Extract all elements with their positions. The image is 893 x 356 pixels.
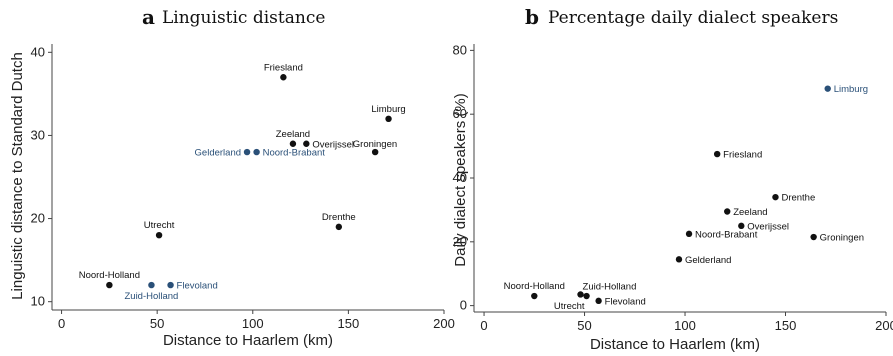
panel-b-points: Limburg Friesland Drenthe Zeeland Overijssel… [504, 84, 868, 312]
panel-a-x-tick-label: 200 [433, 316, 455, 331]
panel-b-y-tick-label: 0 [460, 298, 467, 313]
panel-b-point-overijssel [738, 222, 745, 230]
panel-b-x-tick-label: 200 [875, 318, 893, 333]
panel-b-point-label-noord-brabant: Noord-Brabant [695, 229, 758, 240]
panel-b-point-drenthe [772, 193, 779, 201]
panel-b-point-zuid-holland [577, 291, 584, 298]
panel-b-point-label-limburg: Limburg [834, 84, 868, 95]
panel-b-point-label-gelderland: Gelderland [685, 255, 731, 266]
panel-a-point-label-limburg: Limburg [371, 104, 405, 115]
panel-a-point-label-flevoland: Flevoland [177, 281, 218, 292]
panel-a-point-zeeland [289, 140, 297, 147]
panel-b-point-groningen [810, 233, 817, 241]
panel-b-x-tick-label: 0 [480, 318, 487, 333]
panel-b-title: Percentage daily dialect speakers [548, 8, 838, 28]
panel-b-point-label-zeeland: Zeeland [733, 207, 767, 218]
panel-b-y-tick-label: 80 [453, 42, 467, 57]
panel-a-point-label-friesland: Friesland [264, 62, 303, 73]
panel-a-point-label-gelderland: Gelderland [195, 148, 241, 159]
panel-a-x-axis-label: Distance to Haarlem (km) [163, 332, 333, 349]
panel-b-point-noord-holland [531, 292, 538, 300]
panel-a-point-label-zuid-holland: Zuid-Holland [124, 291, 178, 302]
panel-b-point-label-utrecht: Utrecht [554, 301, 585, 312]
panel-b-y-tick-label: 60 [453, 106, 467, 121]
panel-b-ticks: 0 50 100 150 200 0 20 40 60 80 [453, 42, 893, 333]
panel-a-point-label-noord-brabant: Noord-Brabant [263, 148, 326, 159]
panel-b-x-tick-label: 150 [775, 318, 797, 333]
panel-b-y-axis-label: Daily dialect speakers (%) [452, 93, 469, 266]
panel-a-point-gelderland [243, 148, 251, 156]
panel-a-y-tick-label: 10 [31, 294, 45, 309]
panel-b-point-label-drenthe: Drenthe [781, 193, 815, 204]
panel-b-point-label-friesland: Friesland [723, 150, 762, 161]
panel-b-x-tick-label: 50 [577, 318, 591, 333]
panel-b-y-tick-label: 20 [453, 234, 467, 249]
panel-a-x-tick-label: 100 [242, 316, 264, 331]
panel-a-point-label-noord-holland: Noord-Holland [79, 270, 140, 281]
panel-a-point-label-zeeland: Zeeland [276, 129, 310, 140]
panel-a-point-label-overijssel: Overijssel [312, 139, 354, 150]
panel-b-point-friesland [713, 150, 721, 158]
panel-a-y-tick-label: 20 [31, 211, 45, 226]
panel-b-point-label-zuid-holland: Zuid-Holland [583, 281, 637, 292]
panel-a-letter: a [142, 5, 155, 29]
panel-a-point-drenthe [335, 223, 343, 231]
panel-b-x-tick-label: 100 [674, 318, 696, 333]
panel-b-point-gelderland [675, 256, 683, 263]
panel-a-point-noord-holland [106, 281, 113, 289]
panel-a-y-axis-label: Linguistic distance to Standard Dutch [9, 52, 26, 300]
panel-a-y-tick-label: 30 [31, 127, 45, 142]
panel-a-point-friesland [280, 74, 287, 81]
panel-a-points: Friesland Limburg ZeelandOverijsselGroning… [79, 62, 406, 302]
panel-a-point-noord-brabant [253, 148, 260, 156]
panel-b-point-label-noord-holland: Noord-Holland [504, 281, 565, 292]
panel-b-point-label-overijssel: Overijssel [747, 221, 789, 232]
panel-b-point-label-groningen: Groningen [820, 233, 864, 244]
panel-a-point-label-groningen: Groningen [353, 139, 397, 150]
panel-a-x-tick-label: 50 [150, 316, 164, 331]
panel-b-point-zeeland [724, 208, 731, 215]
panel-b: b Percentage daily dialect speakers 0 50 1… [452, 5, 893, 353]
panel-a-x-tick-label: 0 [58, 316, 65, 331]
panel-b-y-tick-label: 40 [453, 170, 467, 185]
panel-b-point-utrecht [583, 292, 590, 300]
panel-a-point-zuid-holland [148, 281, 155, 289]
panel-a-point-label-utrecht: Utrecht [144, 220, 175, 231]
panel-b-point-label-flevoland: Flevoland [605, 296, 646, 307]
panel-a-point-utrecht [155, 231, 163, 239]
panel-a-x-tick-label: 150 [338, 316, 360, 331]
panel-b-letter: b [525, 5, 539, 29]
panel-a-point-groningen [371, 148, 379, 156]
panel-b-x-axis-label: Distance to Haarlem (km) [590, 336, 760, 353]
panel-a-point-flevoland [167, 281, 174, 289]
panel-b-point-limburg [824, 85, 831, 92]
panel-a-title: Linguistic distance [162, 8, 325, 28]
panel-a: a Linguistic distance 0 50 100 150 200 10 20 30… [9, 5, 455, 349]
panel-b-point-flevoland [595, 297, 602, 305]
panel-a-ticks: 0 50 100 150 200 10 20 30 40 [31, 44, 455, 331]
panel-b-point-noord-brabant [685, 230, 693, 238]
panel-a-y-tick-label: 40 [31, 44, 45, 59]
panel-a-point-label-drenthe: Drenthe [322, 212, 356, 223]
panel-a-point-overijssel [303, 140, 310, 147]
panel-a-point-limburg [385, 115, 392, 123]
